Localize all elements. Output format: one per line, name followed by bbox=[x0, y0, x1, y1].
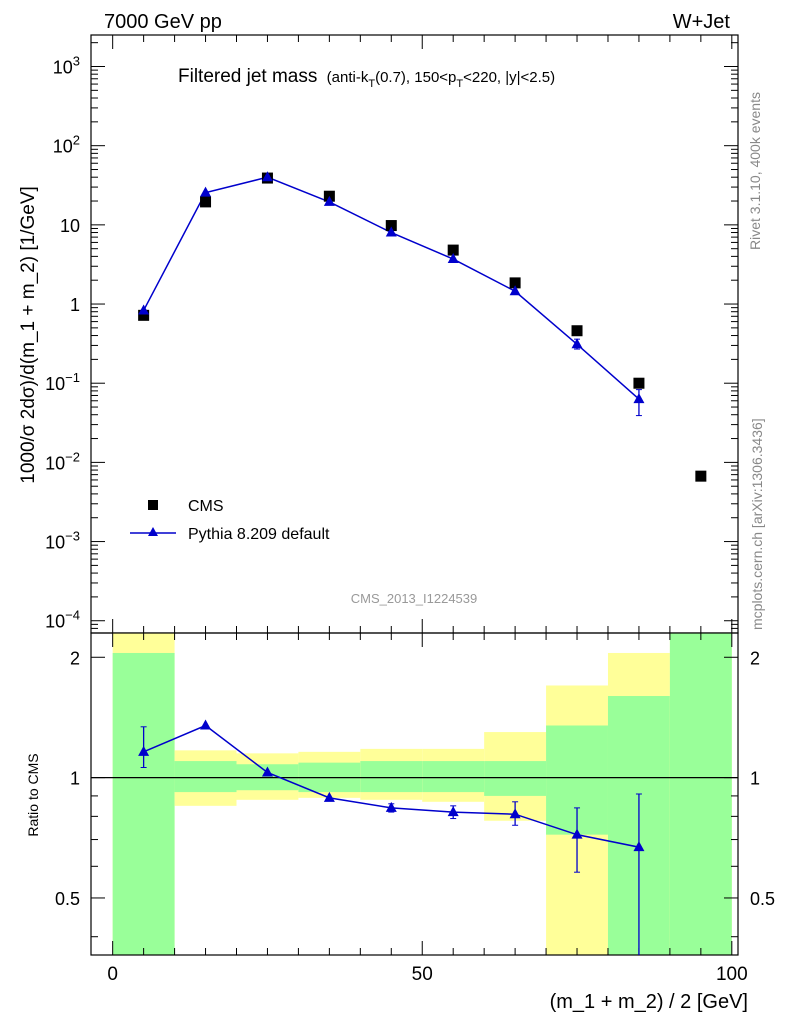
ratio-point bbox=[571, 828, 583, 839]
title-main: Filtered jet mass bbox=[178, 66, 317, 87]
legend-cms-marker bbox=[148, 500, 158, 510]
mc-point bbox=[385, 226, 397, 237]
mc-point bbox=[323, 195, 335, 206]
cms-point bbox=[633, 377, 645, 389]
ratio-y-tick-label: 2 bbox=[70, 648, 80, 668]
rivet-label: Rivet 3.1.10, 400k events bbox=[747, 92, 763, 250]
ratio-y-tick-label: 0.5 bbox=[55, 889, 80, 909]
main-frame-border bbox=[90, 34, 739, 634]
ratio-ylabel: Ratio to CMS bbox=[25, 753, 41, 836]
legend-cms-label: CMS bbox=[188, 498, 224, 515]
y-tick-label: 10 bbox=[60, 216, 80, 236]
ratio-point bbox=[447, 806, 459, 817]
mcplots-label: mcplots.cern.ch [arXiv:1306.3436] bbox=[749, 418, 765, 630]
legend-mc-marker bbox=[148, 527, 158, 536]
cms-point bbox=[138, 309, 150, 321]
chart-title: Filtered jet mass (anti-kT(0.7), 150<pT<… bbox=[178, 66, 555, 90]
analysis-watermark: CMS_2013_I1224539 bbox=[351, 591, 478, 606]
cms-point bbox=[695, 470, 707, 482]
x-tick-label: 100 bbox=[716, 964, 748, 985]
ratio-point bbox=[138, 745, 150, 756]
ratio-frame-border bbox=[90, 632, 739, 956]
y-tick-label: 10−2 bbox=[45, 449, 80, 473]
mc-point bbox=[261, 171, 273, 182]
ratio-point bbox=[200, 719, 212, 730]
cms-point bbox=[385, 220, 397, 232]
mc-point bbox=[633, 393, 645, 404]
y-tick-label: 10−3 bbox=[45, 529, 80, 553]
mc-point bbox=[138, 304, 150, 315]
ratio-y-tick-label-right: 2 bbox=[750, 648, 760, 668]
legend-mc-label: Pythia 8.209 default bbox=[188, 526, 330, 543]
title-cut-post: <220, |y|<2.5) bbox=[463, 69, 555, 86]
title-cut-pre: (anti-k bbox=[327, 69, 369, 86]
main-panel-marks bbox=[138, 171, 707, 482]
band-inner bbox=[112, 652, 175, 955]
y-tick-label: 102 bbox=[53, 133, 80, 157]
header-right: W+Jet bbox=[673, 11, 731, 33]
mc-line bbox=[142, 176, 640, 400]
ratio-point bbox=[385, 801, 397, 812]
ratio-point bbox=[509, 808, 521, 819]
cms-point bbox=[447, 244, 459, 256]
x-tick-label: 0 bbox=[107, 964, 118, 985]
x-axis-label: (m_1 + m_2) / 2 [GeV] bbox=[550, 991, 748, 1013]
header-left: 7000 GeV pp bbox=[104, 11, 222, 33]
band-inner bbox=[360, 761, 423, 793]
ratio-bands bbox=[112, 633, 732, 955]
y-tick-label: 10−4 bbox=[45, 608, 80, 632]
mc-point bbox=[509, 285, 521, 296]
ratio-y-tick-label: 1 bbox=[70, 769, 80, 789]
band-inner bbox=[669, 633, 732, 955]
title-cut-mid: (0.7), 150<p bbox=[375, 69, 456, 86]
ratio-panel: 0.5 0.5 1 1 2 2 0 50 100 bbox=[55, 632, 775, 985]
title-cut-sub1: T bbox=[368, 78, 375, 90]
mc-point bbox=[571, 338, 583, 349]
mc-point bbox=[447, 253, 459, 264]
ratio-y-tick-label-right: 1 bbox=[750, 769, 760, 789]
y-tick-label: 1 bbox=[70, 295, 80, 315]
ratio-point bbox=[323, 791, 335, 802]
band-inner bbox=[174, 761, 237, 793]
band-inner bbox=[422, 761, 485, 793]
ratio-y-tick-label-right: 0.5 bbox=[750, 889, 775, 909]
ratio-panel-marks bbox=[138, 719, 645, 955]
x-tick-label: 50 bbox=[412, 964, 433, 985]
cms-point bbox=[571, 325, 583, 337]
mc-point bbox=[200, 186, 212, 197]
cms-point bbox=[509, 277, 521, 289]
cms-point bbox=[200, 196, 212, 208]
main-ylabel: 1000/σ 2dσ)/d(m_1 + m_2) [1/GeV] bbox=[18, 186, 39, 484]
band-inner bbox=[484, 761, 547, 796]
title-cut-sub2: T bbox=[456, 78, 463, 90]
legend: CMS Pythia 8.209 default bbox=[130, 498, 330, 543]
ratio-point bbox=[633, 841, 645, 852]
y-tick-label: 103 bbox=[53, 54, 80, 78]
ratio-point bbox=[261, 766, 273, 777]
y-tick-label: 10−1 bbox=[45, 370, 80, 394]
